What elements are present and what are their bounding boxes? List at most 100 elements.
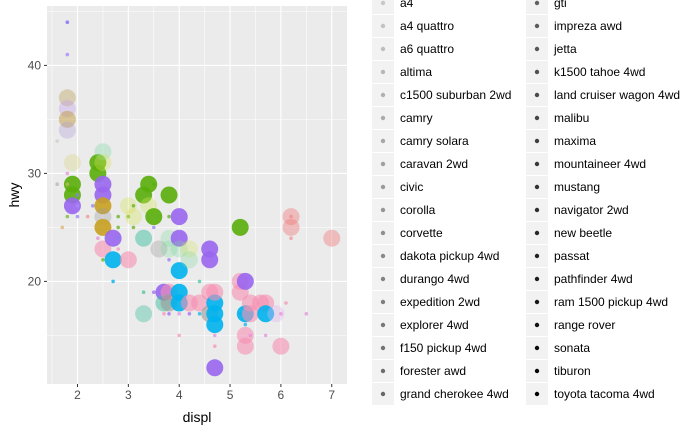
data-point (65, 171, 70, 176)
data-point (135, 305, 153, 323)
data-point (116, 236, 120, 240)
data-point (101, 258, 105, 262)
legend-key-dot (380, 92, 386, 98)
legend-key-dot (380, 322, 386, 328)
data-point (119, 197, 137, 215)
legend-label: f150 pickup 4wd (400, 341, 487, 355)
legend-label: new beetle (554, 226, 612, 240)
data-point (187, 312, 192, 316)
legend-key-dot (534, 391, 540, 397)
x-axis-title: displ (183, 409, 212, 425)
data-point (282, 218, 300, 236)
legend-label: malibu (554, 111, 589, 125)
data-point (279, 312, 283, 316)
data-point (65, 182, 70, 186)
legend-key-dot (380, 391, 386, 397)
data-point (85, 214, 90, 219)
legend-key-dot (380, 138, 386, 144)
x-tick-label: 2 (74, 388, 81, 402)
legend-key-dot (534, 345, 540, 351)
data-point (284, 301, 288, 305)
data-point (58, 89, 76, 107)
data-point (201, 251, 219, 269)
legend-key-dot (380, 230, 386, 236)
data-point (272, 337, 290, 355)
data-point (197, 279, 202, 284)
data-point (116, 225, 120, 230)
data-point (236, 337, 254, 355)
data-point (75, 214, 80, 219)
data-point (151, 182, 156, 186)
legend-label: corvette (400, 226, 443, 240)
data-point (60, 225, 65, 230)
data-point (170, 229, 188, 247)
legend-key-dot (534, 138, 540, 144)
data-point (65, 20, 70, 25)
data-point (191, 294, 209, 312)
data-point (170, 208, 188, 226)
data-point (243, 322, 248, 327)
data-point (94, 154, 112, 172)
data-point (241, 305, 259, 323)
legend-key-dot (534, 161, 540, 167)
legend-label: a6 quattro (400, 42, 454, 56)
data-point (231, 218, 249, 236)
data-point (104, 251, 122, 269)
legend-key-dot (380, 161, 386, 167)
data-point (63, 154, 81, 172)
legend-key-dot (534, 0, 540, 6)
legend-key-dot (534, 92, 540, 98)
legend-key-dot (534, 23, 540, 29)
data-point (167, 312, 171, 316)
data-point (236, 272, 254, 290)
legend-key-dot (380, 368, 386, 374)
x-tick-label: 6 (278, 388, 285, 402)
legend-key-dot (380, 345, 386, 351)
legend-label: camry (400, 111, 433, 125)
data-point (94, 143, 112, 161)
data-point (151, 225, 156, 230)
legend-label: pathfinder 4wd (554, 272, 633, 286)
data-point (75, 204, 80, 208)
data-point (160, 240, 178, 258)
legend-key-dot (534, 207, 540, 213)
data-point (167, 214, 171, 219)
legend-label: mustang (554, 180, 600, 194)
data-point (197, 312, 202, 316)
data-point (289, 214, 293, 219)
legend-label: passat (554, 249, 590, 263)
legend-label: mountaineer 4wd (554, 157, 646, 171)
data-point (140, 175, 158, 193)
data-point (289, 236, 293, 240)
data-point (94, 197, 112, 215)
legend-label: caravan 2wd (400, 157, 468, 171)
legend-key-dot (534, 46, 540, 52)
data-point (141, 290, 146, 295)
data-point (162, 312, 166, 316)
y-tick-label: 20 (28, 274, 42, 288)
data-point (116, 214, 120, 219)
x-tick-label: 4 (176, 388, 183, 402)
legend-label: civic (400, 180, 423, 194)
data-point (304, 312, 309, 316)
x-tick-label: 3 (125, 388, 132, 402)
legend-key-dot (380, 299, 386, 305)
legend-label: land cruiser wagon 4wd (554, 88, 680, 102)
x-axis-ticks: 2 3 4 5 6 7 (74, 384, 335, 402)
grid-minor (47, 6, 347, 384)
data-point (206, 283, 224, 301)
legend-label: a4 (400, 0, 414, 10)
data-point (180, 251, 198, 269)
data-point (177, 312, 182, 316)
data-point (58, 110, 76, 128)
data-point (170, 262, 188, 280)
data-point (55, 139, 59, 143)
data-point (63, 197, 81, 215)
data-point (124, 208, 142, 226)
grid-major (47, 6, 347, 384)
y-tick-label: 30 (28, 166, 42, 180)
data-point (119, 251, 137, 269)
legend-label: range rover (554, 318, 615, 332)
data-point (267, 305, 285, 323)
legend-label: gti (554, 0, 567, 10)
